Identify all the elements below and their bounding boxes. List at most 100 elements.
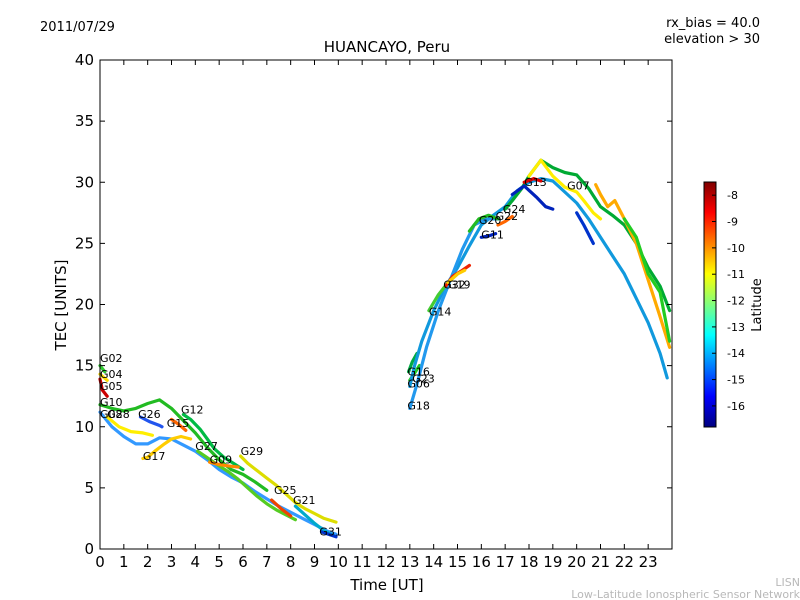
series-line-g13 — [510, 184, 555, 211]
series-line-g05 — [98, 377, 109, 398]
plot-frame — [99, 59, 673, 550]
series-line-g20 — [467, 213, 500, 233]
series-line-g07 — [527, 158, 603, 221]
y-tick-label: 0 — [84, 540, 94, 558]
x-tick-label: 18 — [519, 553, 538, 571]
x-axis-label: Time [UT] — [349, 576, 423, 594]
x-tick-label: 7 — [262, 553, 272, 571]
series-layer — [98, 158, 672, 539]
series-label-g29: G29 — [241, 445, 264, 458]
series-label-g12: G12 — [181, 403, 204, 416]
chart-title: HUANCAYO, Peru — [324, 38, 450, 56]
x-tick-label: 23 — [639, 553, 658, 571]
series-label-g18: G18 — [407, 400, 430, 413]
x-tick-label: 12 — [376, 553, 395, 571]
x-tick-label: 22 — [615, 553, 634, 571]
series-line-g28 — [105, 415, 154, 437]
series-label-g08: G08 — [100, 408, 123, 421]
y-axis-label: TEC [UNITS] — [52, 260, 70, 352]
y-tick-label: 30 — [75, 173, 94, 191]
series-line — [575, 211, 595, 245]
elevation-label: elevation > 30 — [664, 32, 760, 47]
series-line-g09 — [208, 460, 240, 469]
x-tick-label: 13 — [400, 553, 419, 571]
series-line — [594, 183, 672, 349]
y-tick-label: 5 — [84, 479, 94, 497]
series-label-g23: G23 — [412, 373, 435, 386]
series-label-g16: G16 — [407, 365, 430, 378]
series-label-g20: G20 — [479, 214, 502, 227]
series-label-g24: G24 — [503, 203, 526, 216]
footer-network: Low-Latitude Ionospheric Sensor Network — [571, 588, 800, 600]
series-label-g06: G06 — [407, 378, 430, 391]
x-tick-label: 21 — [591, 553, 610, 571]
series-line-g12 — [181, 412, 245, 472]
series-label-g27: G27 — [195, 440, 218, 453]
colorbar-tick-label: -9 — [727, 216, 738, 229]
series-line-g02 — [98, 364, 107, 374]
x-tick-label: 10 — [329, 553, 348, 571]
series-label-g09: G09 — [210, 453, 233, 466]
series-line-g26 — [138, 415, 164, 429]
colorbar-tick-label: -8 — [727, 189, 738, 202]
colorbar-tick-label: -14 — [727, 347, 745, 360]
x-tick-label: 5 — [214, 553, 224, 571]
x-tick-label: 16 — [472, 553, 491, 571]
x-tick-label: 9 — [310, 553, 320, 571]
y-tick-label: 15 — [75, 357, 94, 375]
series-line-g16 — [407, 351, 419, 374]
series-label-g22: G22 — [496, 210, 519, 223]
series-label-g02: G02 — [100, 352, 123, 365]
series-label-g19: G19 — [448, 279, 471, 292]
x-tick-label: 8 — [286, 553, 296, 571]
series-line-g31 — [320, 530, 338, 539]
series-label-g17: G17 — [143, 450, 166, 463]
series-label-g11: G11 — [481, 229, 504, 242]
y-tick-label: 20 — [75, 296, 94, 314]
series-line-g22 — [496, 214, 514, 227]
series-label-g21: G21 — [293, 494, 316, 507]
series-line-g08 — [98, 410, 338, 536]
series-label-g10: G10 — [100, 396, 123, 409]
series-label-g26: G26 — [138, 408, 161, 421]
series-line-g04 — [98, 372, 109, 382]
x-tick-label: 6 — [238, 553, 248, 571]
y-tick-label: 25 — [75, 234, 94, 252]
series-label-g14: G14 — [429, 306, 452, 319]
x-tick-label: 19 — [543, 553, 562, 571]
series-line-g29 — [239, 454, 338, 524]
colorbar-label: Latitude — [750, 278, 765, 332]
series-line-g17 — [141, 434, 193, 461]
colorbar-tick-label: -15 — [727, 374, 745, 387]
series-label-g31: G31 — [319, 526, 342, 539]
colorbar-tick-label: -16 — [727, 400, 745, 413]
x-tick-label: 14 — [424, 553, 443, 571]
series-line-g25 — [270, 498, 293, 518]
x-tick-label: 0 — [95, 553, 105, 571]
series-line-g10 — [98, 398, 269, 492]
colorbar-tick-label: -10 — [727, 242, 745, 255]
colorbar-ticks: -8 -9 -10 -11 -12 -13 -14 -15 -16 — [712, 189, 745, 413]
x-axis: 0 1 2 3 4 5 6 7 8 9 10 11 12 13 14 15 16 17 18 19 20 21 22 23 — [95, 60, 658, 571]
series-line-g27 — [196, 449, 297, 522]
colorbar — [703, 181, 717, 428]
series-label-g04: G04 — [100, 368, 123, 381]
y-tick-label: 35 — [75, 112, 94, 130]
y-tick-label: 10 — [75, 418, 94, 436]
x-tick-label: 15 — [448, 553, 467, 571]
series-label-g28: G28 — [107, 408, 130, 421]
y-tick-label: 40 — [75, 51, 94, 69]
series-label-g05: G05 — [100, 380, 123, 393]
series-line-g15 — [169, 417, 188, 432]
series-label-g07: G07 — [567, 180, 590, 193]
series-line — [622, 217, 672, 343]
series-line — [522, 177, 543, 184]
rx-bias-label: rx_bias = 40.0 — [666, 16, 760, 31]
series-label-g13: G13 — [524, 176, 547, 189]
series-label-g25: G25 — [274, 484, 297, 497]
x-tick-label: 4 — [191, 553, 201, 571]
series-line-g19 — [446, 268, 467, 285]
